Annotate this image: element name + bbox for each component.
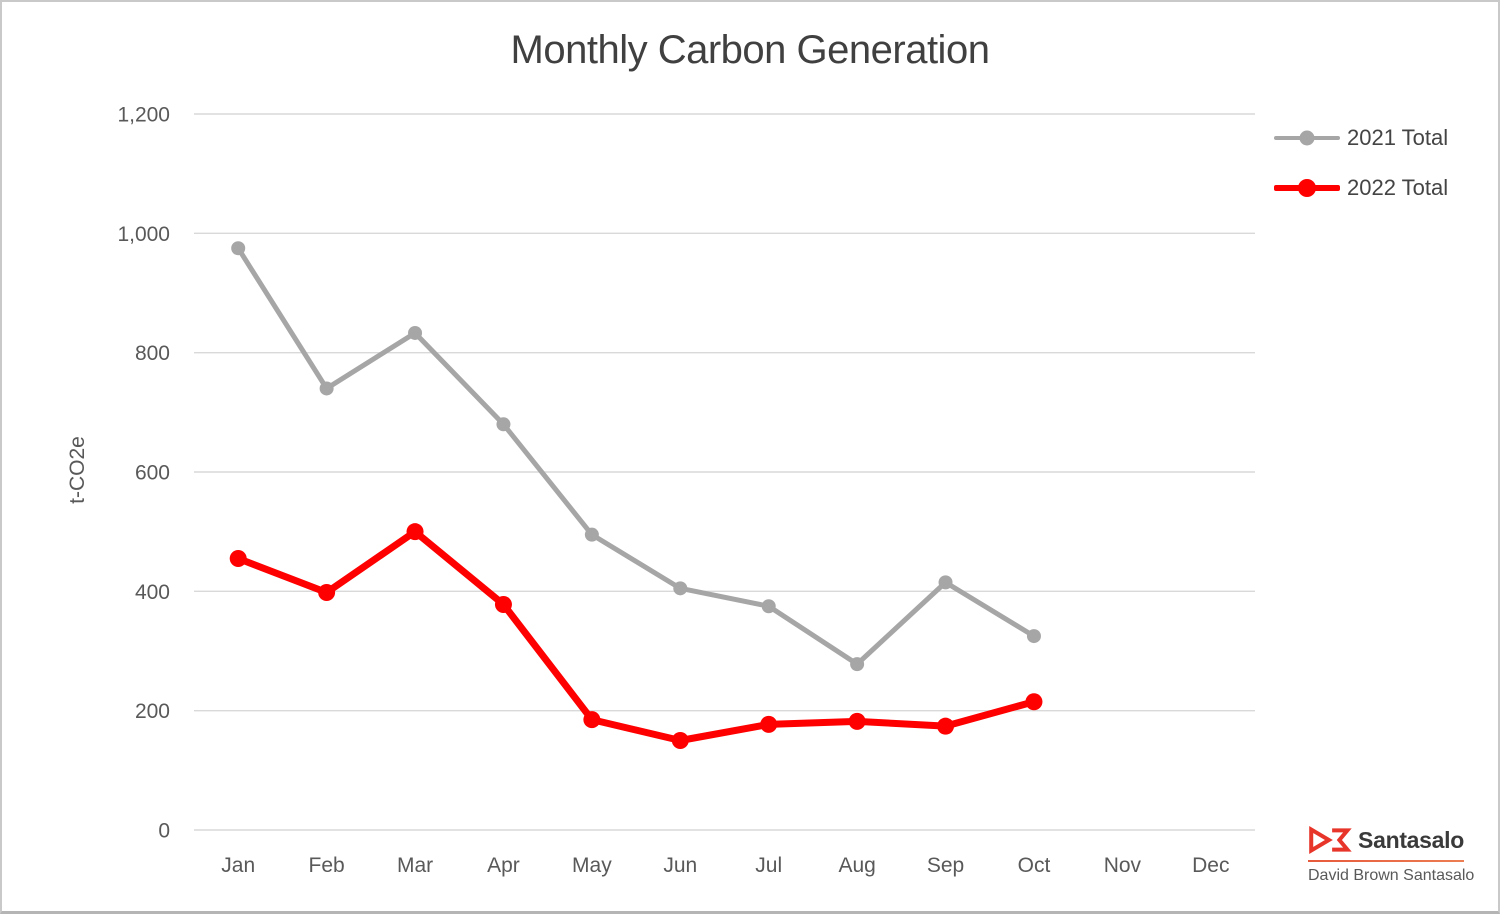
svg-text:Jun: Jun — [663, 854, 697, 877]
svg-text:Jan: Jan — [221, 854, 255, 877]
chart-title: Monthly Carbon Generation — [510, 28, 990, 72]
svg-text:Aug: Aug — [838, 854, 875, 877]
legend-label-2021: 2021 Total — [1347, 125, 1449, 150]
svg-text:Feb: Feb — [309, 854, 345, 877]
brand-rule — [1308, 860, 1464, 862]
svg-text:200: 200 — [135, 700, 170, 723]
svg-text:600: 600 — [135, 462, 170, 485]
legend-label-2022: 2022 Total — [1347, 175, 1449, 200]
brand-name: Santasalo — [1358, 826, 1464, 853]
legend-item-2021: 2021 Total — [1274, 122, 1448, 154]
legend-line-marker-icon — [1274, 128, 1340, 148]
svg-text:400: 400 — [135, 581, 170, 604]
svg-text:Jul: Jul — [755, 854, 782, 877]
svg-text:Dec: Dec — [1192, 854, 1229, 877]
svg-text:Apr: Apr — [487, 854, 520, 877]
legend-line-marker-icon — [1274, 178, 1340, 198]
svg-text:800: 800 — [135, 342, 170, 365]
brand-logo: Santasalo David Brown Santasalo — [1308, 823, 1475, 885]
svg-text:May: May — [572, 854, 612, 877]
chart-legend: 2021 Total 2022 Total — [1274, 122, 1448, 222]
legend-item-2022: 2022 Total — [1274, 172, 1448, 204]
svg-text:Oct: Oct — [1018, 854, 1051, 877]
svg-text:0: 0 — [158, 820, 170, 843]
svg-text:1,000: 1,000 — [117, 223, 170, 246]
svg-text:1,200: 1,200 — [117, 104, 170, 127]
db-logo-icon — [1309, 826, 1352, 854]
svg-text:Nov: Nov — [1104, 854, 1142, 877]
brand-subtitle: David Brown Santasalo — [1308, 867, 1475, 884]
svg-text:Mar: Mar — [397, 854, 433, 877]
svg-text:Sep: Sep — [927, 854, 964, 877]
